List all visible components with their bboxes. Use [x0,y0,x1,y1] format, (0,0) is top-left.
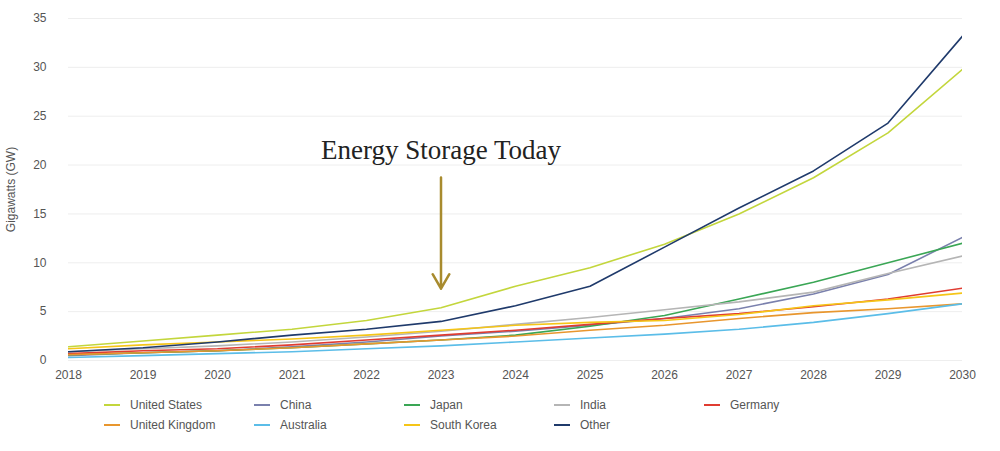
html-text:Other: Other [580,418,610,432]
svg-text:2023: 2023 [428,368,455,382]
svg-text:0: 0 [40,353,47,367]
svg-text:2029: 2029 [875,368,902,382]
html-text:South Korea: South Korea [430,418,497,432]
svg-text:2025: 2025 [577,368,604,382]
svg-text:2026: 2026 [651,368,678,382]
svg-text:25: 25 [33,109,47,123]
html-text:India: India [580,398,606,412]
svg-text:2018: 2018 [55,368,82,382]
svg-text:2024: 2024 [502,368,529,382]
svg-text:2020: 2020 [204,368,231,382]
svg-text:2022: 2022 [353,368,380,382]
svg-text:2028: 2028 [800,368,827,382]
html-text:United Kingdom: United Kingdom [130,418,216,432]
svg-text:2021: 2021 [279,368,306,382]
svg-text:Energy Storage Today: Energy Storage Today [321,135,562,165]
html-text:Germany: Germany [730,398,780,412]
svg-text:2019: 2019 [130,368,157,382]
html-text:Japan: Japan [430,398,463,412]
svg-text:35: 35 [33,11,47,25]
html-text:United States: United States [130,398,202,412]
svg-text:10: 10 [33,256,47,270]
html-text:Australia: Australia [280,418,327,432]
svg-text:Gigawatts (GW): Gigawatts (GW) [4,147,18,232]
svg-text:2027: 2027 [726,368,753,382]
svg-text:30: 30 [33,60,47,74]
svg-text:15: 15 [33,207,47,221]
svg-text:2030: 2030 [949,368,976,382]
html-text:China: China [280,398,312,412]
svg-text:20: 20 [33,158,47,172]
svg-text:5: 5 [40,304,47,318]
